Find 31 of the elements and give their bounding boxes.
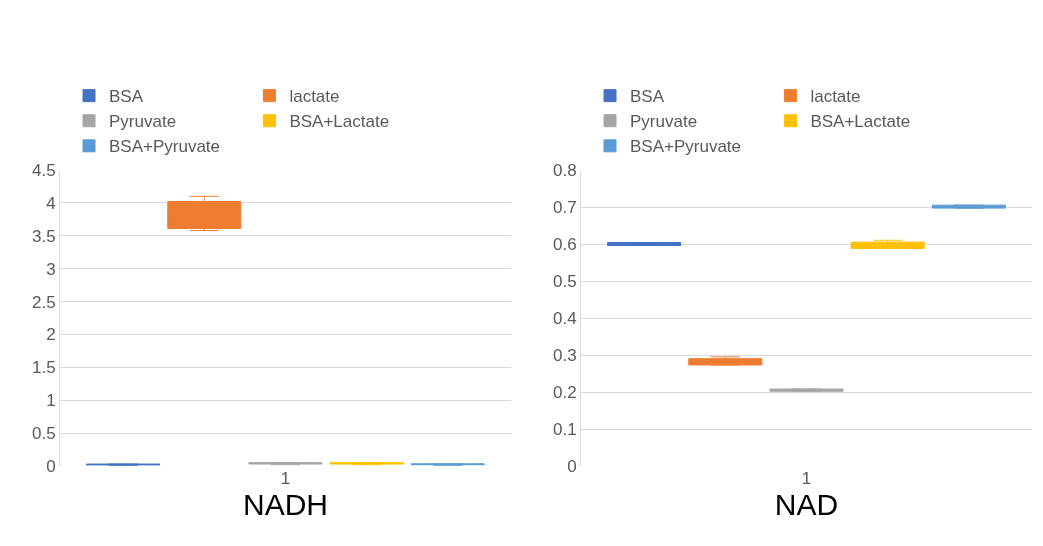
y-tick-label: 4.5 [31, 160, 56, 180]
y-tick-label: 0.1 [552, 419, 577, 439]
legend-label: BSA+Lactate [810, 112, 911, 132]
y-tick-label: 0.2 [552, 382, 577, 402]
y-tick-label: 0.4 [552, 308, 577, 328]
y-tick-label: 4 [46, 193, 56, 213]
legend-label: BSA [630, 87, 665, 107]
legend-label: BSA+Pyruvate [630, 137, 742, 157]
legend-label: BSA [109, 87, 144, 107]
y-tick-label: 2.5 [31, 292, 56, 312]
y-tick-label: 0.3 [552, 345, 577, 365]
y-tick-label: 0.7 [552, 197, 577, 217]
y-tick-label: 0 [46, 456, 56, 476]
legend-label: lactate [810, 87, 861, 107]
x-axis-title: NAD [774, 488, 839, 521]
legend-label: lactate [289, 87, 340, 107]
y-tick-label: 1 [46, 391, 56, 411]
legend-label: BSA+Pyruvate [109, 137, 221, 157]
y-tick-label: 0.5 [552, 271, 577, 291]
y-tick-label: 0.6 [552, 234, 577, 254]
x-axis-title: NADH [242, 488, 329, 521]
legend-label: Pyruvate [109, 112, 177, 132]
y-tick-label: 0.8 [552, 160, 577, 180]
legend-label: Pyruvate [630, 112, 698, 132]
y-tick-label: 3.5 [31, 226, 56, 246]
y-tick-label: 0.5 [31, 424, 56, 444]
y-tick-label: 1.5 [31, 358, 56, 378]
y-tick-label: 3 [46, 259, 56, 279]
y-tick-label: 2 [46, 325, 56, 345]
y-tick-label: 0 [567, 456, 577, 476]
legend-label: BSA+Lactate [289, 112, 390, 132]
